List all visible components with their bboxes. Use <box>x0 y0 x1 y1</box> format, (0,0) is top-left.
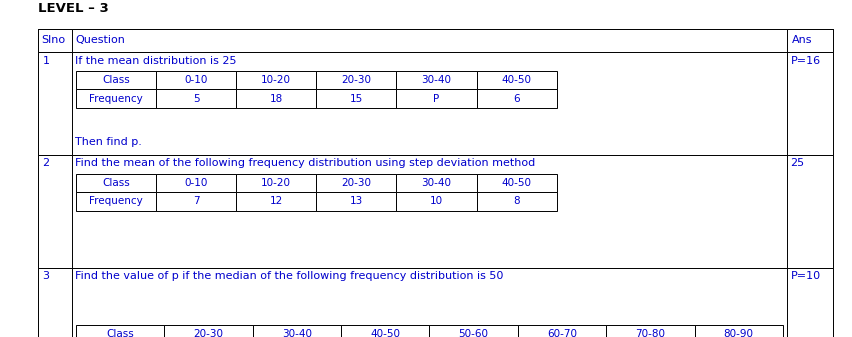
Text: 60-70: 60-70 <box>547 330 577 337</box>
Text: 30-40: 30-40 <box>422 75 452 85</box>
Text: 70-80: 70-80 <box>636 330 665 337</box>
Bar <box>38 155 72 268</box>
Bar <box>76 71 156 89</box>
Text: Class: Class <box>106 330 134 337</box>
Bar <box>156 71 236 89</box>
Text: 20-30: 20-30 <box>342 75 371 85</box>
Text: 2: 2 <box>43 158 49 168</box>
Bar <box>38 52 72 155</box>
Text: 0-10: 0-10 <box>185 75 208 85</box>
Bar <box>787 52 833 155</box>
Text: Find the value of p if the median of the following frequency distribution is 50: Find the value of p if the median of the… <box>75 271 504 281</box>
Bar <box>476 89 556 108</box>
Text: Find the mean of the following frequency distribution using step deviation metho: Find the mean of the following frequency… <box>75 158 535 168</box>
Text: P: P <box>434 94 440 103</box>
Text: Question: Question <box>75 35 125 45</box>
Text: 6: 6 <box>513 94 520 103</box>
Bar <box>396 89 476 108</box>
Text: Then find p.: Then find p. <box>75 136 142 147</box>
Text: 30-40: 30-40 <box>422 178 452 188</box>
Bar <box>38 155 833 268</box>
Bar <box>694 325 783 337</box>
Text: If the mean distribution is 25: If the mean distribution is 25 <box>75 56 237 66</box>
Text: 8: 8 <box>513 196 520 206</box>
Bar <box>76 174 156 192</box>
Text: Frequency: Frequency <box>89 94 143 103</box>
Bar <box>156 174 236 192</box>
Bar <box>76 325 164 337</box>
Bar <box>236 89 316 108</box>
Bar <box>156 192 236 211</box>
Bar <box>316 89 396 108</box>
Bar <box>164 325 253 337</box>
Bar <box>156 89 236 108</box>
Text: 50-60: 50-60 <box>458 330 488 337</box>
Text: P=10: P=10 <box>791 271 820 281</box>
Bar <box>38 29 833 52</box>
Text: 0-10: 0-10 <box>185 178 208 188</box>
Bar <box>236 174 316 192</box>
Text: 80-90: 80-90 <box>723 330 754 337</box>
Bar <box>787 155 833 268</box>
Bar <box>429 325 518 337</box>
Text: 1: 1 <box>43 56 49 66</box>
Text: Class: Class <box>102 75 130 85</box>
Bar <box>606 325 694 337</box>
Bar <box>38 52 833 155</box>
Text: 20-30: 20-30 <box>193 330 223 337</box>
Text: 10-20: 10-20 <box>262 178 291 188</box>
Bar <box>236 71 316 89</box>
Bar <box>38 29 833 327</box>
Text: 7: 7 <box>193 196 199 206</box>
Bar <box>341 325 429 337</box>
Bar <box>253 325 341 337</box>
Text: P=16: P=16 <box>791 56 820 66</box>
Text: 12: 12 <box>269 196 283 206</box>
Bar <box>476 192 556 211</box>
Text: 15: 15 <box>350 94 363 103</box>
Bar <box>787 268 833 337</box>
Bar <box>316 174 396 192</box>
Bar <box>38 268 833 337</box>
Text: Ans: Ans <box>792 35 812 45</box>
Bar <box>76 89 156 108</box>
Bar <box>518 325 606 337</box>
Bar <box>396 71 476 89</box>
Text: 13: 13 <box>350 196 363 206</box>
Text: 10: 10 <box>430 196 443 206</box>
Bar <box>38 29 72 52</box>
Bar <box>396 192 476 211</box>
Bar <box>316 71 396 89</box>
Text: 20-30: 20-30 <box>342 178 371 188</box>
Text: 25: 25 <box>791 158 804 168</box>
Text: 3: 3 <box>43 271 49 281</box>
Text: 40-50: 40-50 <box>371 330 400 337</box>
Text: 10-20: 10-20 <box>262 75 291 85</box>
Bar <box>316 192 396 211</box>
Text: Class: Class <box>102 178 130 188</box>
Text: 40-50: 40-50 <box>502 178 532 188</box>
Text: 40-50: 40-50 <box>502 75 532 85</box>
Bar <box>476 174 556 192</box>
Text: LEVEL – 3: LEVEL – 3 <box>38 2 109 15</box>
Text: 18: 18 <box>269 94 283 103</box>
Bar <box>396 174 476 192</box>
Text: Slno: Slno <box>41 35 65 45</box>
Bar <box>76 192 156 211</box>
Text: 30-40: 30-40 <box>282 330 312 337</box>
Bar <box>476 71 556 89</box>
Text: Frequency: Frequency <box>89 196 143 206</box>
Text: 5: 5 <box>193 94 199 103</box>
Bar <box>38 268 72 337</box>
Bar <box>787 29 833 52</box>
Bar <box>236 192 316 211</box>
